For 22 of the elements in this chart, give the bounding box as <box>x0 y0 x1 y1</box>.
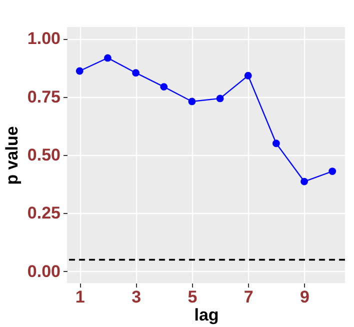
point <box>272 140 280 148</box>
point <box>328 168 336 175</box>
point <box>160 83 168 91</box>
x-tick-label: 9 <box>300 288 310 306</box>
x-tick-label: 7 <box>244 288 254 306</box>
y-axis-title: p value <box>2 126 22 185</box>
y-tick-label: 0.25 <box>27 204 60 223</box>
y-tick-label: 0.50 <box>27 146 60 164</box>
x-tick-label: 3 <box>132 288 142 306</box>
point <box>244 72 252 80</box>
point <box>216 94 224 102</box>
x-tick-label: 1 <box>75 288 85 306</box>
point <box>132 69 140 77</box>
y-tick-label: 1.00 <box>27 29 60 48</box>
x-axis-title: lag <box>194 306 219 324</box>
point <box>76 67 84 75</box>
x-tick-label: 5 <box>188 288 198 306</box>
point <box>188 98 196 106</box>
point <box>104 54 112 62</box>
y-tick-label: 0.75 <box>27 87 60 106</box>
point <box>300 178 308 186</box>
y-tick-label: 0.00 <box>27 262 60 281</box>
